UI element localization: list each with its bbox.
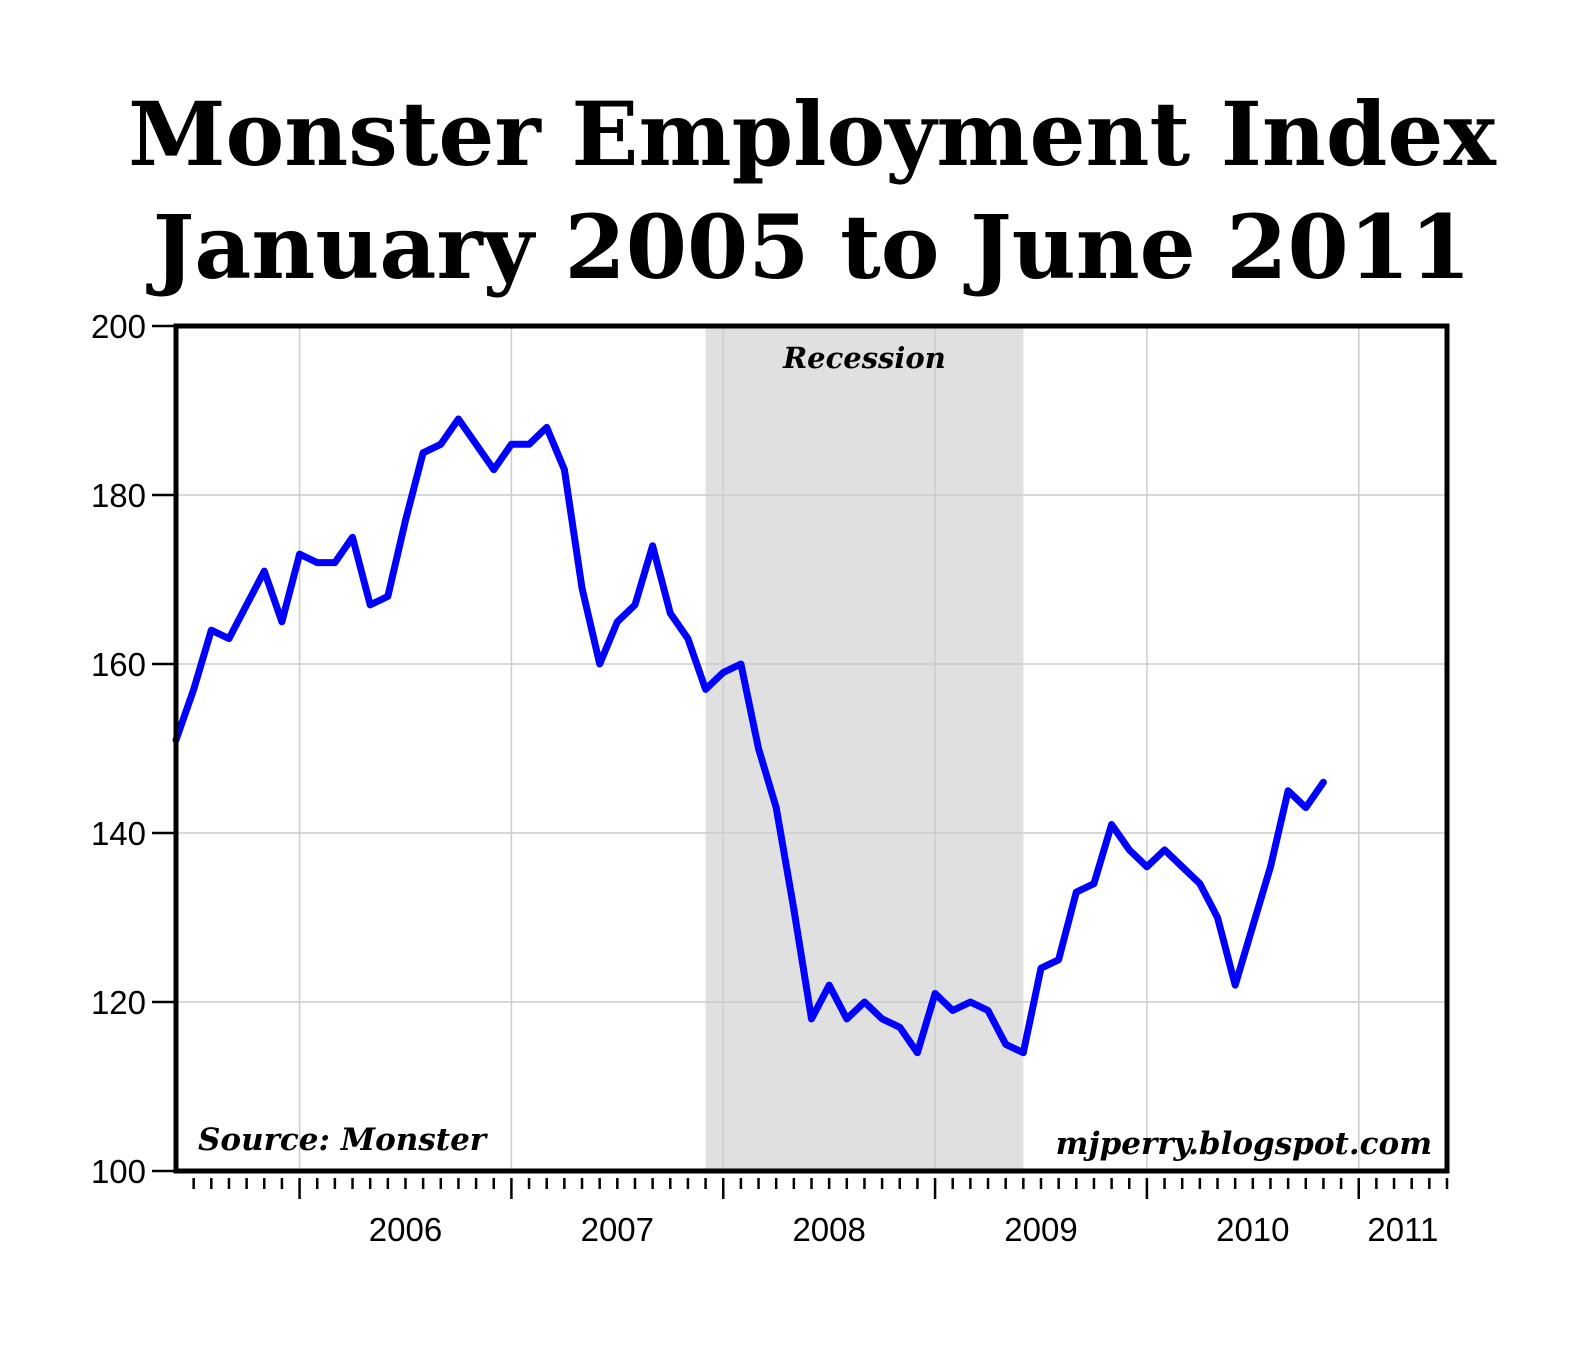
recession-label: Recession [782,341,946,375]
x-tick-label-4: 2010 [1216,1211,1289,1248]
series-line [172,415,1327,1057]
watermark: mjperry.blogspot.com [1056,1126,1432,1162]
x-tick-label-3: 2009 [1004,1211,1077,1248]
x-tick-label-5: 2011 [1367,1211,1438,1248]
y-tick-label-2: 140 [91,815,146,852]
y-axis: 100 120 140 160 180 200 [91,308,176,1190]
x-tick-label-1: 2007 [581,1211,654,1248]
x-tick-label-2: 2008 [792,1211,865,1248]
x-axis: 2006 2007 2008 2009 2010 2011 [192,1178,1449,1248]
y-tick-label-0: 100 [91,1153,146,1190]
y-tick-label-5: 200 [91,308,146,345]
grid [176,326,1447,1171]
source-note: Source: Monster [198,1122,489,1158]
recession-band [705,326,1024,1171]
chart-subtitle: January 2005 to June 2011 [146,195,1471,299]
plot-frame [173,323,1450,1174]
x-tick-label-0: 2006 [369,1211,442,1248]
y-tick-label-4: 180 [91,477,146,514]
y-tick-label-3: 160 [91,646,146,683]
chart-title: Monster Employment Index [128,82,1497,186]
y-tick-label-1: 120 [91,984,146,1021]
